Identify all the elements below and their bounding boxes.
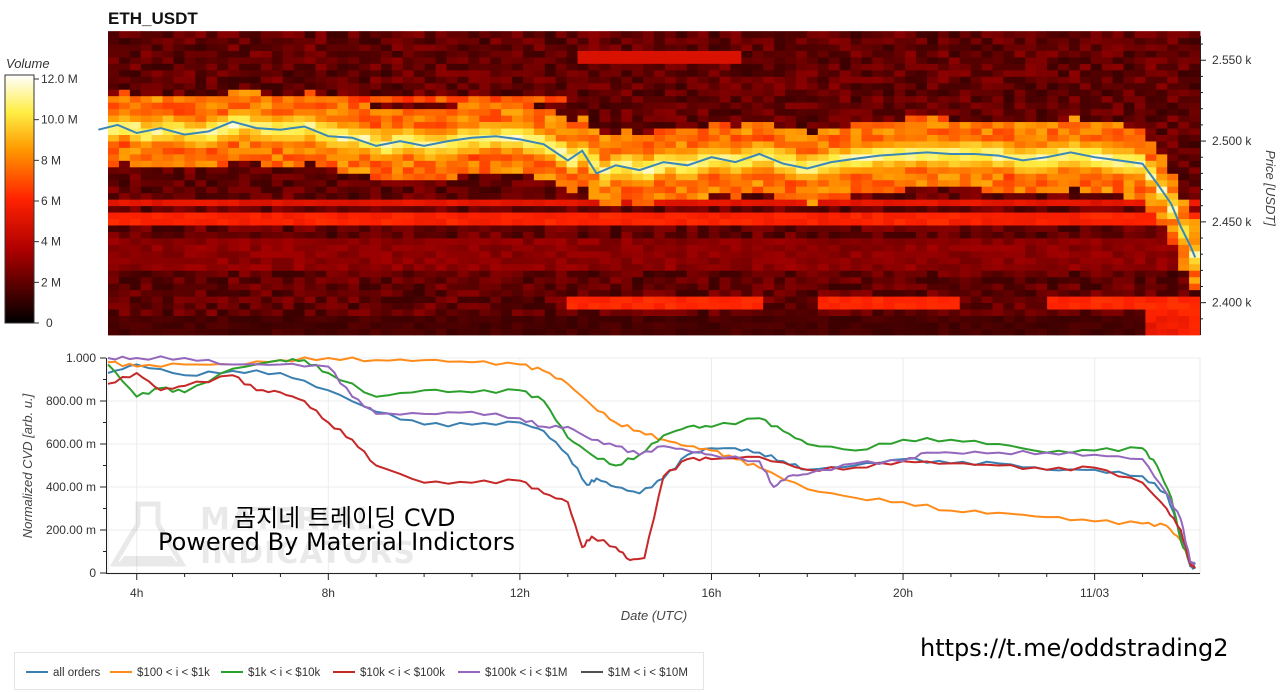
price-tick-label: 2.450 k xyxy=(1212,215,1252,229)
flask-logo-icon xyxy=(110,501,187,567)
heatmap-panel: 0 2 M 4 M 6 M 8 M 10.0 M 12.0 M 2.400 k 2.450 k… xyxy=(4,31,1278,336)
price-axis-label: Price [USDT] xyxy=(1263,150,1278,226)
price-line xyxy=(98,120,1197,258)
telegram-link[interactable]: https://t.me/oddstrading2 xyxy=(920,634,1229,662)
material-indicators-watermark: MATERIAL INDICATORS xyxy=(110,500,415,572)
cvd-series-line xyxy=(107,356,1196,568)
cvd-y-tick-label: 400.00 m xyxy=(46,480,96,494)
cvd-x-tick-label: 4h xyxy=(130,586,143,600)
cvd-x-tick-label: 8h xyxy=(322,586,335,600)
legend-item[interactable]: $10k < i < $100k xyxy=(333,667,445,681)
legend-swatch xyxy=(26,671,48,673)
cvd-series-line xyxy=(107,358,1196,569)
watermark-text-top: MATERIAL xyxy=(200,502,377,537)
overlay-caption-powered-by: Powered By Material Indictors xyxy=(158,528,515,556)
legend-label: $1M < i < $10M xyxy=(608,667,688,679)
colorbar-tick-label: 12.0 M xyxy=(41,72,78,86)
legend-label: $100k < i < $1M xyxy=(485,667,568,679)
colorbar-tick-label: 8 M xyxy=(41,153,61,167)
cvd-series-line xyxy=(107,372,1196,569)
overlay-caption-korean: 곰지네 트레이딩 CVD xyxy=(234,504,456,532)
price-axis-line xyxy=(1200,36,1201,335)
legend-swatch xyxy=(221,671,243,673)
cvd-y-tick-label: 600.00 m xyxy=(46,437,96,451)
cvd-x-tick-label: 20h xyxy=(893,586,913,600)
legend-swatch xyxy=(333,671,355,673)
colorbar xyxy=(4,74,35,324)
legend-item[interactable]: all orders xyxy=(26,667,100,681)
colorbar-tick-label: 6 M xyxy=(41,194,61,208)
colorbar-ticks: 0 2 M 4 M 6 M 8 M 10.0 M 12.0 M xyxy=(34,72,78,330)
cvd-x-tick-label: 16h xyxy=(701,586,721,600)
legend-swatch xyxy=(110,671,132,673)
price-tick-label: 2.400 k xyxy=(1212,296,1252,310)
cvd-x-axis-label: Date (UTC) xyxy=(621,608,687,623)
cvd-y-ticks: 0 200.00 m 400.00 m 600.00 m 800.00 m 1.000 xyxy=(46,351,106,580)
colorbar-tick-label: 4 M xyxy=(41,235,61,249)
cvd-x-ticks: 4h 8h 12h 16h 20h 11/03 xyxy=(130,574,1144,600)
legend-item[interactable]: $1k < i < $10k xyxy=(221,667,320,681)
legend-item[interactable]: $100 < i < $1k xyxy=(110,667,210,681)
cvd-y-axis-line xyxy=(106,358,107,574)
legend-label: all orders xyxy=(53,667,101,679)
legend-label: $10k < i < $100k xyxy=(360,667,446,679)
cvd-y-axis-label: Normalized CVD [arb. u.] xyxy=(20,393,35,538)
colorbar-tick-label: 2 M xyxy=(41,275,61,289)
price-axis-ticks: 2.400 k 2.450 k 2.500 k 2.550 k xyxy=(1200,43,1252,320)
watermark-text-bottom: INDICATORS xyxy=(200,536,416,571)
cvd-panel: 0 200.00 m 400.00 m 600.00 m 800.00 m 1.000 4… xyxy=(20,351,1201,623)
colorbar-title: Volume xyxy=(6,56,50,71)
legend-item[interactable]: $1M < i < $10M xyxy=(581,667,688,681)
cvd-x-tick-label: 11/03 xyxy=(1080,586,1109,600)
heatmap-cells xyxy=(108,31,1201,336)
cvd-y-tick-label: 800.00 m xyxy=(46,394,96,408)
legend-label: $1k < i < $10k xyxy=(248,667,321,679)
colorbar-tick-label: 0 xyxy=(46,316,53,330)
price-tick-label: 2.500 k xyxy=(1212,134,1252,148)
legend-label: $100 < i < $1k xyxy=(137,667,210,679)
chart-title: ETH_USDT xyxy=(108,9,198,28)
cvd-series-line xyxy=(107,355,1197,566)
cvd-x-axis-line xyxy=(106,573,1200,574)
cvd-y-tick-label: 0 xyxy=(89,566,96,580)
legend: all orders $100 < i < $1k $1k < i < $10k… xyxy=(14,652,704,690)
cvd-series xyxy=(107,355,1197,570)
legend-swatch xyxy=(581,671,603,673)
colorbar-tick-label: 10.0 M xyxy=(41,113,78,127)
legend-swatch xyxy=(458,671,480,673)
legend-item[interactable]: $100k < i < $1M xyxy=(458,667,567,681)
price-tick-label: 2.550 k xyxy=(1212,53,1252,67)
cvd-x-tick-label: 12h xyxy=(510,586,530,600)
cvd-y-tick-label: 1.000 xyxy=(66,351,96,365)
cvd-y-tick-label: 200.00 m xyxy=(46,523,96,537)
